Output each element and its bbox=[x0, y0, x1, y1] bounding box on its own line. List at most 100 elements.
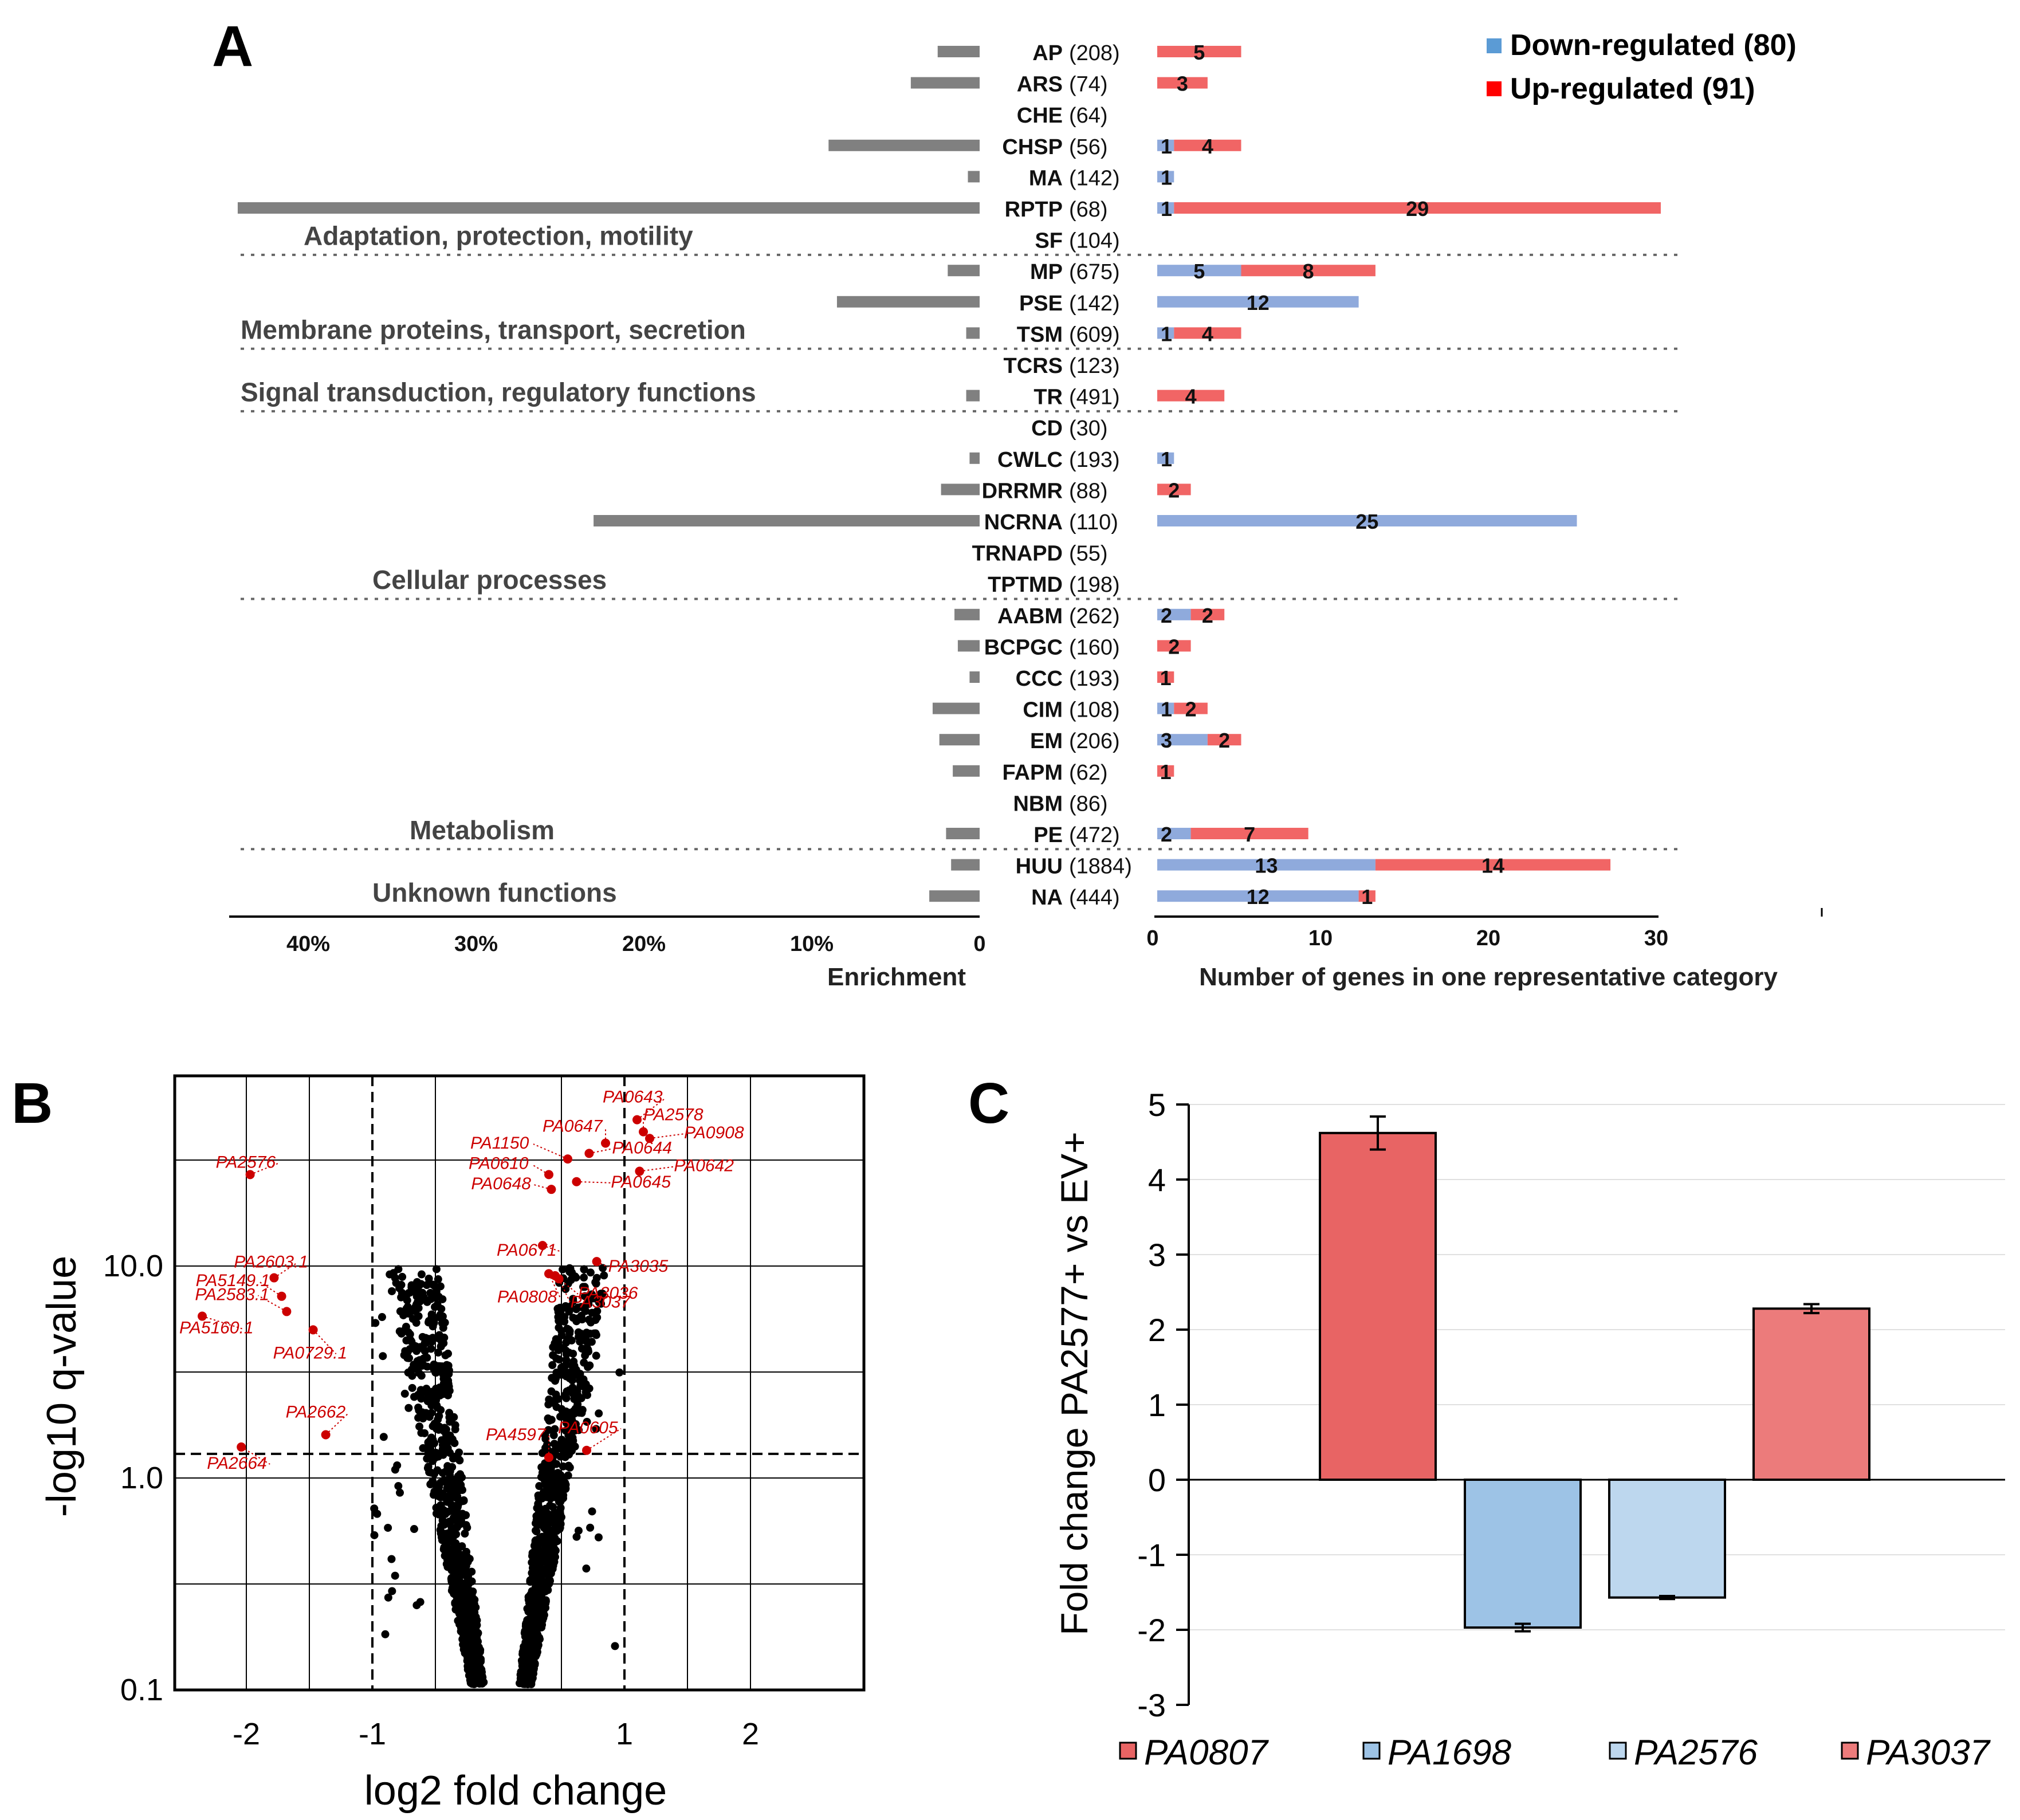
volcano-point bbox=[449, 1565, 458, 1574]
volcano-point bbox=[540, 1584, 549, 1593]
volcano-point bbox=[458, 1606, 466, 1615]
volcano-point bbox=[615, 1368, 624, 1377]
volcano-point bbox=[458, 1624, 466, 1632]
volcano-point bbox=[397, 1293, 406, 1302]
volcano-point bbox=[530, 1658, 539, 1666]
volcano-point bbox=[431, 1303, 439, 1311]
up-bar-drrmr bbox=[1157, 484, 1191, 496]
volcano-point bbox=[592, 1425, 600, 1433]
volcano-point bbox=[469, 1665, 477, 1673]
volcano-point bbox=[447, 1574, 456, 1582]
enrichment-bar-aabm bbox=[954, 608, 980, 620]
category-count-mp: (675) bbox=[1069, 260, 1120, 284]
category-count-bcpgc: (160) bbox=[1069, 635, 1120, 659]
up-label-pe: 7 bbox=[1244, 823, 1255, 846]
volcano-point bbox=[600, 1271, 608, 1280]
category-count-che: (64) bbox=[1069, 104, 1108, 128]
highlighted-gene-label: PA0643 bbox=[603, 1088, 663, 1107]
volcano-point bbox=[420, 1339, 429, 1347]
up-label-mp: 8 bbox=[1303, 260, 1314, 283]
volcano-point bbox=[379, 1433, 388, 1441]
volcano-point bbox=[546, 1501, 555, 1510]
volcano-point bbox=[572, 1305, 580, 1314]
volcano-point bbox=[427, 1345, 435, 1353]
fold-change-tick-8: -3 bbox=[1137, 1687, 1166, 1723]
volcano-axes: log2 fold change -log10 q-value -2 -1 1 2 10… bbox=[39, 1249, 759, 1814]
volcano-point bbox=[536, 1548, 544, 1557]
category-count-nbm: (86) bbox=[1069, 792, 1108, 816]
volcano-point bbox=[454, 1500, 462, 1509]
volcano-point bbox=[474, 1650, 482, 1658]
volcano-point bbox=[429, 1334, 437, 1342]
volcano-point bbox=[593, 1313, 602, 1322]
volcano-point bbox=[451, 1421, 459, 1429]
category-count-cd: (30) bbox=[1069, 416, 1108, 441]
volcano-point bbox=[405, 1354, 414, 1362]
volcano-point bbox=[443, 1391, 452, 1400]
fold-change-legend-label-pa1698: PA1698 bbox=[1388, 1733, 1512, 1772]
volcano-point bbox=[417, 1270, 426, 1279]
down-bar-aabm bbox=[1157, 608, 1191, 620]
volcano-point bbox=[449, 1455, 457, 1463]
volcano-point bbox=[464, 1633, 473, 1642]
volcano-point bbox=[443, 1537, 452, 1546]
highlighted-gene-leader bbox=[558, 1278, 571, 1303]
volcano-point bbox=[384, 1523, 392, 1532]
volcano-point bbox=[563, 1387, 571, 1396]
highlighted-gene-label: PA5149.1 bbox=[196, 1271, 270, 1290]
up-label-chsp: 4 bbox=[1202, 135, 1213, 158]
highlighted-gene-leader bbox=[548, 1273, 561, 1298]
up-label-ccc: 1 bbox=[1160, 666, 1172, 690]
gene-count-tick-0: 0 bbox=[1146, 926, 1158, 950]
volcano-point bbox=[563, 1410, 572, 1418]
down-bar-na bbox=[1157, 890, 1359, 902]
fold-change-legend-swatch-pa3037 bbox=[1841, 1742, 1859, 1760]
highlighted-gene-label: PA0647 bbox=[543, 1117, 603, 1135]
volcano-point bbox=[552, 1527, 561, 1535]
down-bar-cim bbox=[1157, 702, 1174, 714]
highlighted-gene-label: PA0645 bbox=[611, 1173, 671, 1192]
volcano-point bbox=[552, 1460, 561, 1468]
volcano-point bbox=[580, 1358, 588, 1367]
down-bar-ma bbox=[1157, 171, 1174, 183]
volcano-point bbox=[423, 1281, 431, 1290]
volcano-point bbox=[435, 1385, 444, 1394]
volcano-point bbox=[549, 1431, 558, 1440]
volcano-point bbox=[586, 1268, 595, 1277]
category-count-trnapd: (55) bbox=[1069, 542, 1108, 566]
category-count-aabm: (262) bbox=[1069, 604, 1120, 628]
fold-change-tick-0: 5 bbox=[1148, 1087, 1166, 1123]
highlighted-gene-label: PA0610 bbox=[469, 1154, 529, 1173]
down-bar-pe bbox=[1157, 828, 1191, 839]
volcano-point bbox=[434, 1365, 442, 1374]
down-label-tsm: 1 bbox=[1161, 322, 1172, 345]
volcano-point bbox=[470, 1597, 478, 1605]
volcano-point bbox=[570, 1395, 579, 1404]
highlighted-gene-label: PA2576 bbox=[216, 1153, 276, 1172]
volcano-point bbox=[546, 1546, 555, 1555]
highlighted-gene-label: PA0908 bbox=[684, 1123, 744, 1142]
down-label-chsp: 1 bbox=[1161, 135, 1172, 158]
volcano-point bbox=[412, 1304, 421, 1313]
category-count-pse: (142) bbox=[1069, 292, 1120, 316]
highlighted-gene-label: PA0644 bbox=[612, 1138, 672, 1157]
volcano-point bbox=[557, 1327, 566, 1335]
category-count-tptmd: (198) bbox=[1069, 573, 1120, 597]
up-bar-huu bbox=[1375, 859, 1611, 871]
up-label-em: 2 bbox=[1219, 729, 1230, 752]
volcano-point bbox=[541, 1434, 550, 1443]
volcano-point bbox=[564, 1279, 572, 1288]
volcano-point bbox=[540, 1539, 549, 1547]
volcano-point bbox=[391, 1571, 399, 1580]
enrichment-axis-label: Enrichment bbox=[827, 963, 966, 991]
volcano-point bbox=[535, 1482, 544, 1491]
volcano-point bbox=[583, 1417, 591, 1426]
volcano-point bbox=[521, 1627, 529, 1636]
volcano-point bbox=[469, 1641, 477, 1649]
volcano-point bbox=[447, 1414, 455, 1423]
up-bar-em bbox=[1207, 734, 1241, 746]
up-label-cim: 2 bbox=[1185, 698, 1197, 721]
volcano-point bbox=[576, 1377, 584, 1385]
volcano-point bbox=[583, 1391, 591, 1400]
enrichment-bar-fapm bbox=[953, 765, 980, 777]
